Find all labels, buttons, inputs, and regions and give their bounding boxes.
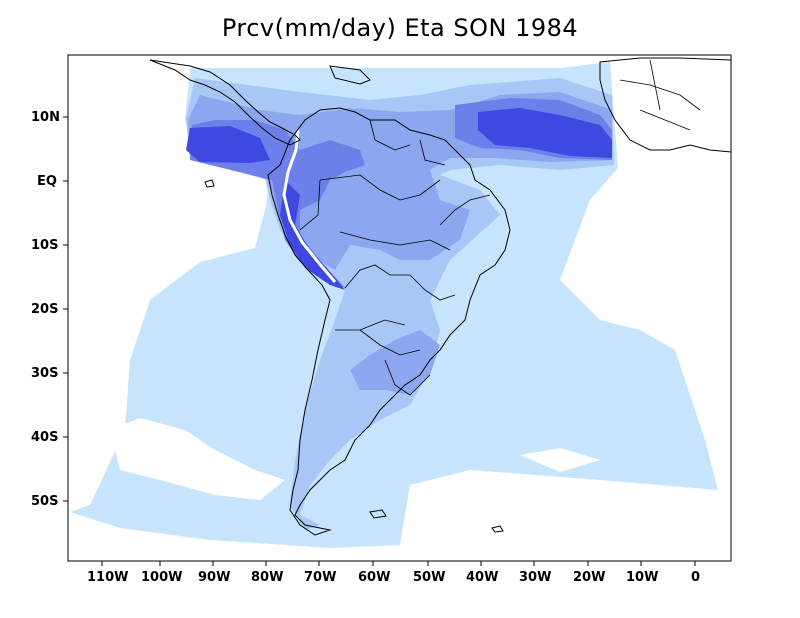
precip-gap <box>110 418 285 500</box>
lat-label-40s: 40S <box>31 430 59 445</box>
lat-label-30s: 30S <box>31 366 59 381</box>
map-title: Prcv(mm/day) Eta SON 1984 <box>221 14 579 42</box>
map-frame <box>67 54 732 562</box>
lat-label-50s: 50S <box>31 494 59 509</box>
lon-label-110w: 110W <box>87 570 129 585</box>
tick-marks <box>63 116 696 566</box>
lon-label-80w: 80W <box>251 570 284 585</box>
lon-label-20w: 20W <box>573 570 606 585</box>
lon-label-0: 0 <box>691 570 701 585</box>
lat-label-eq: EQ <box>37 174 57 189</box>
coastline-africa <box>599 57 731 153</box>
andes-streak <box>282 129 337 283</box>
coastline-south-america <box>267 107 511 536</box>
lon-label-10w: 10W <box>626 570 659 585</box>
lon-label-90w: 90W <box>198 570 231 585</box>
island-falklands <box>369 509 387 519</box>
lon-label-30w: 30W <box>519 570 552 585</box>
lat-label-10n: 10N <box>31 110 60 125</box>
lon-label-70w: 70W <box>304 570 337 585</box>
country-borders <box>299 59 701 396</box>
lat-label-10s: 10S <box>31 238 59 253</box>
precip-level-5 <box>186 108 612 290</box>
island-caribbean <box>329 65 371 85</box>
coastline-central-america <box>149 59 301 146</box>
precip-gap <box>520 448 600 472</box>
lon-label-60w: 60W <box>358 570 391 585</box>
lon-label-100w: 100W <box>141 570 183 585</box>
lon-label-40w: 40W <box>466 570 499 585</box>
island-galapagos <box>204 179 215 188</box>
lon-label-50w: 50W <box>413 570 446 585</box>
lat-label-20s: 20S <box>31 302 59 317</box>
island-south-georgia <box>491 525 504 533</box>
